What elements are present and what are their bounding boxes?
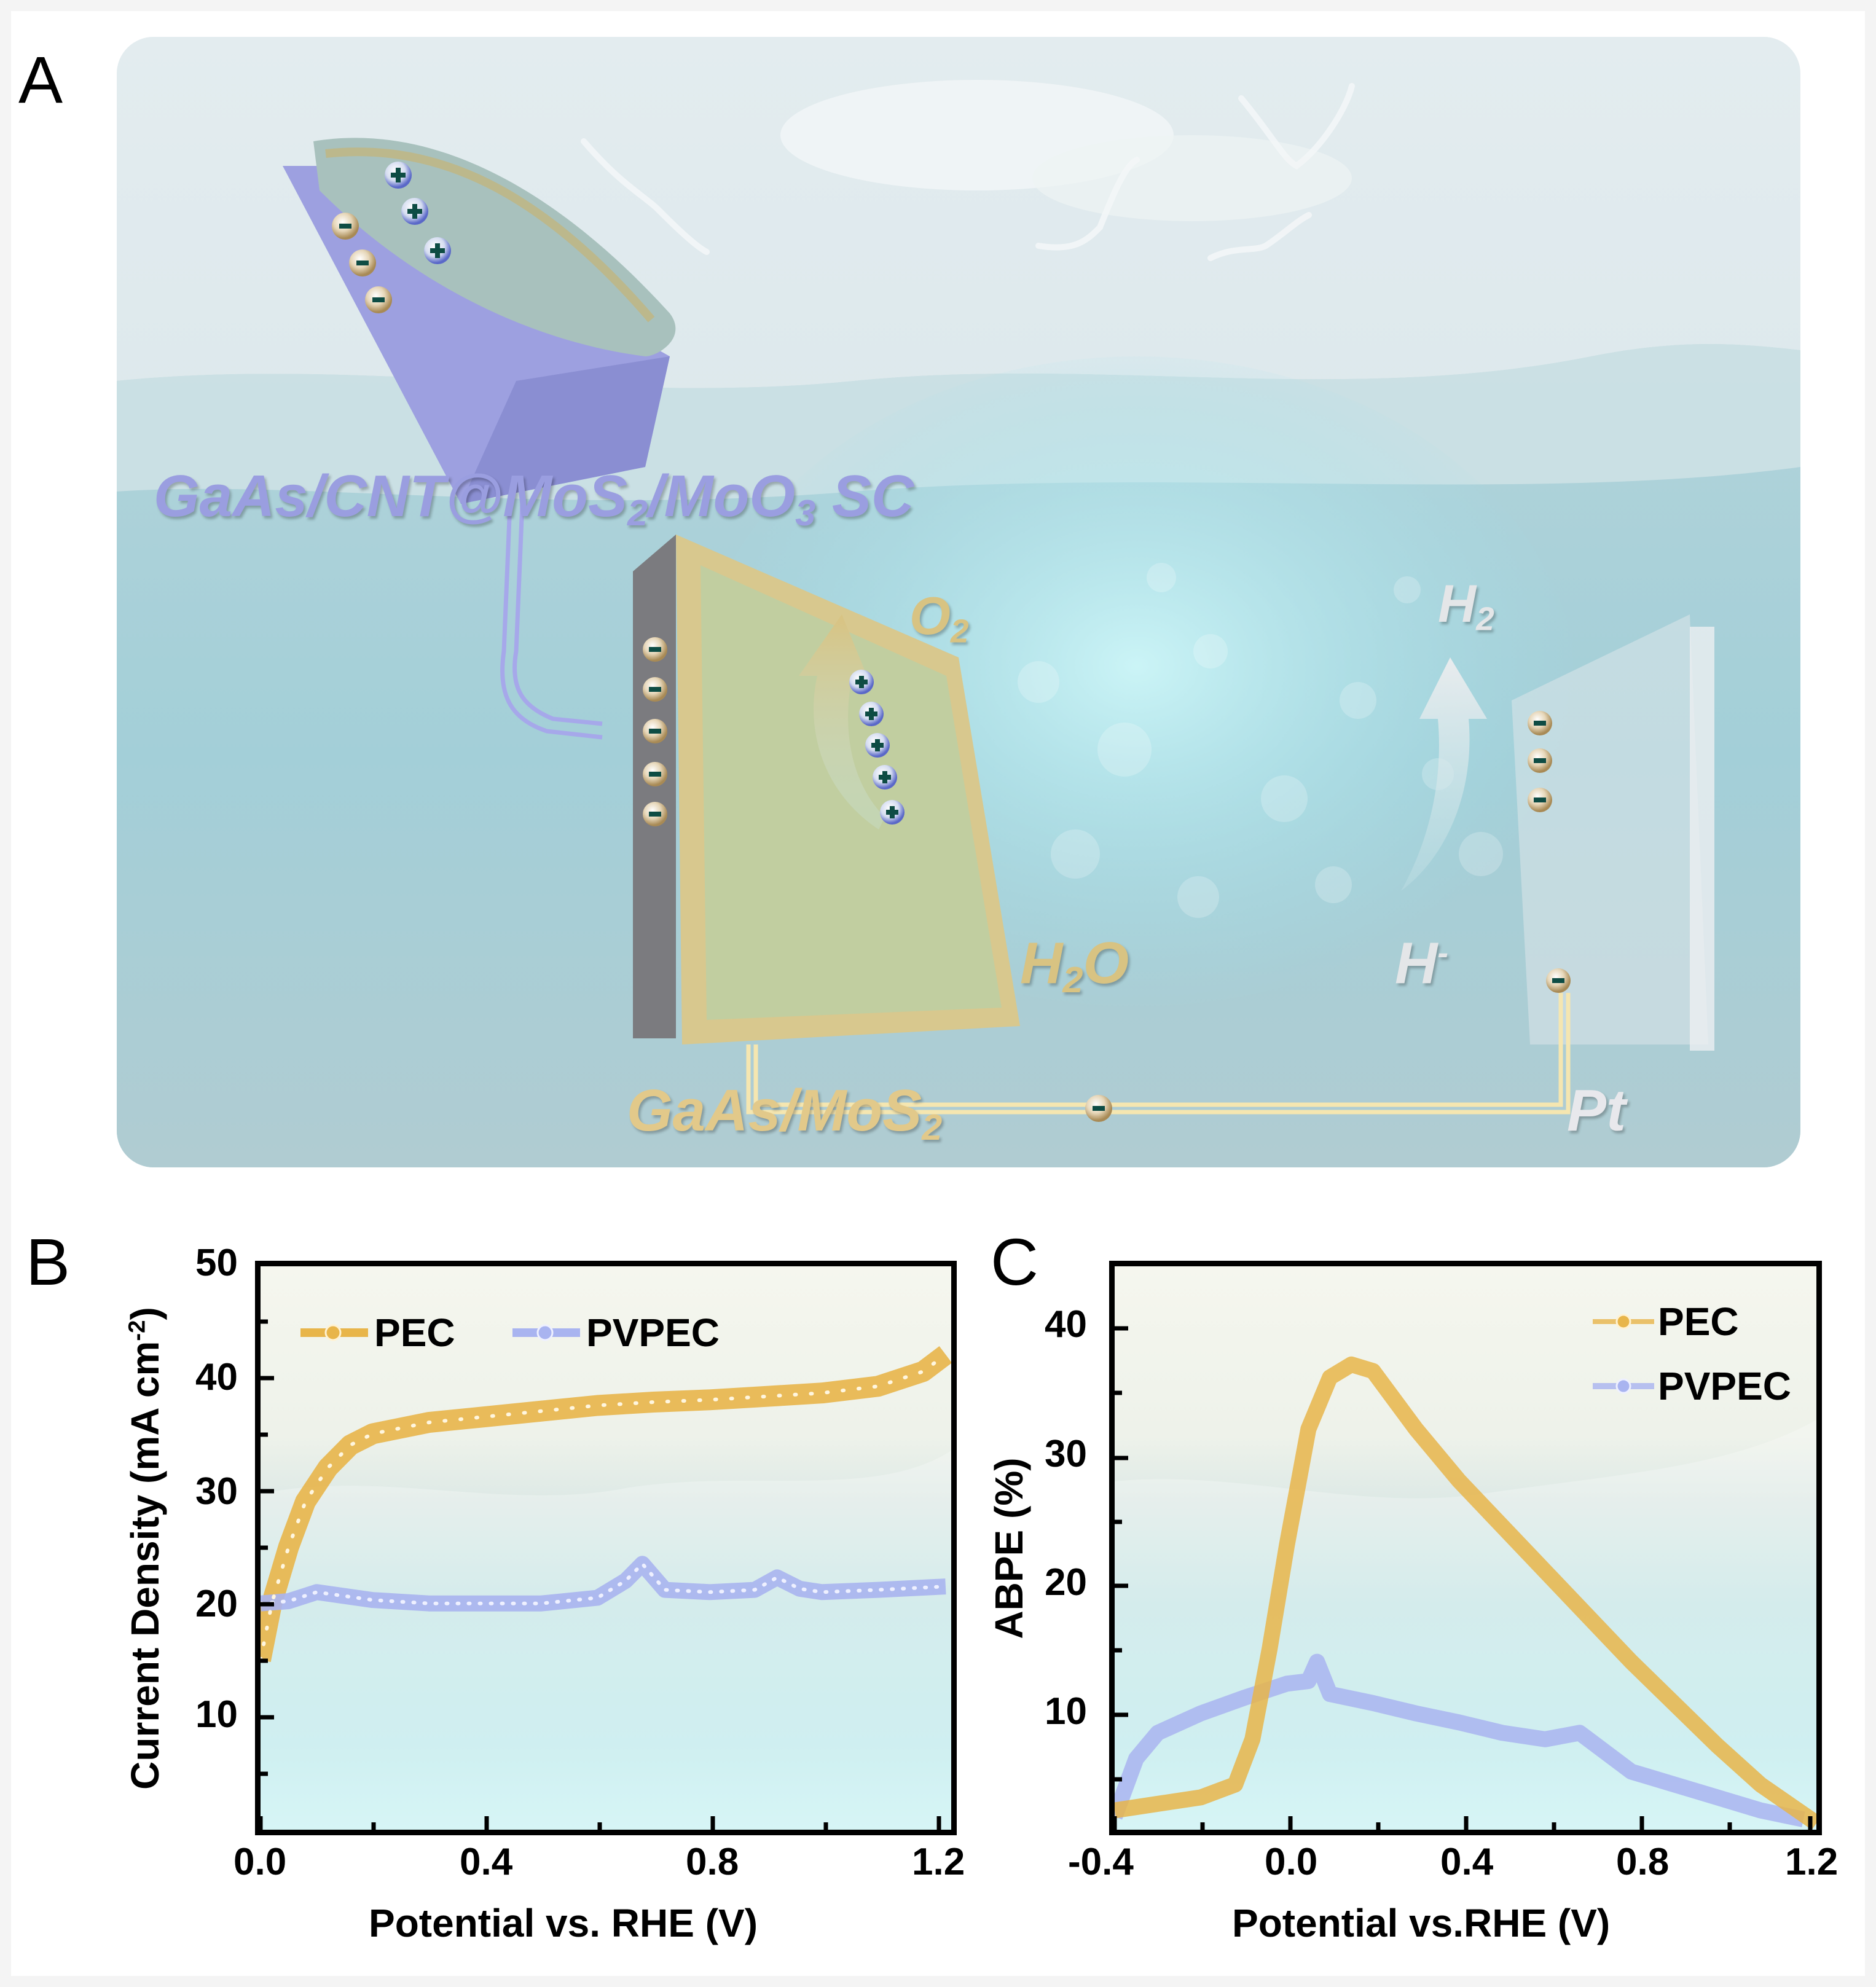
pec-series [1115, 1356, 1816, 1830]
solar-cell-label: GaAs/CNT@MoS2/MoO3 SC [154, 463, 914, 533]
schematic-panel: GaAs/CNT@MoS2/MoO3 SC O2 H2 H2O H- GaAs/… [117, 37, 1800, 1167]
chart-c-plot-area: PEC PVPEC [1109, 1261, 1822, 1835]
c-y-axis-title: ABPE (%) [987, 1457, 1031, 1639]
c-ytick-20: 20 [1045, 1561, 1087, 1604]
b-ytick-30: 30 [195, 1470, 238, 1513]
chart-b-plot-area: PEC PVPEC [255, 1261, 957, 1835]
legend-label-pvpec: PVPEC [586, 1311, 720, 1355]
b-ytick-40: 40 [195, 1356, 238, 1398]
chart-c-lines [1115, 1314, 1816, 1830]
legend-label-pvpec: PVPEC [1658, 1364, 1791, 1408]
b-ytick-10: 10 [195, 1693, 238, 1736]
oxygen-label: O2 [909, 587, 969, 650]
cathode-label: Pt [1567, 1078, 1626, 1143]
b-xtick-0.4: 0.4 [460, 1841, 513, 1883]
c-ytick-10: 10 [1045, 1690, 1087, 1733]
b-ytick-20: 20 [195, 1583, 238, 1625]
ocean-scene-illustration [117, 37, 1800, 1167]
pvpec-series [1115, 1653, 1805, 1827]
panel-label-b: B [26, 1225, 71, 1299]
bubbles [1018, 563, 1503, 918]
b-ytick-50: 50 [195, 1242, 238, 1284]
b-xtick-0.0: 0.0 [234, 1841, 287, 1883]
pec-series [261, 1346, 951, 1663]
hydride-label: H- [1395, 930, 1448, 996]
oxygen-evolution-arrow [799, 614, 885, 829]
c-xtick--0.4: -0.4 [1068, 1841, 1134, 1883]
b-xtick-1.2: 1.2 [912, 1841, 965, 1883]
b-y-axis-title: Current Density (mA cm-2) [123, 1307, 167, 1790]
external-wire [753, 993, 1563, 1107]
chart-b-lines [261, 1319, 951, 1830]
photoanode-label: GaAs/MoS2 [627, 1078, 943, 1148]
hydrogen-label: H2 [1438, 574, 1494, 638]
solar-cell-block [283, 138, 676, 504]
c-ytick-30: 30 [1045, 1433, 1087, 1475]
charge-glyphs-sc [339, 168, 445, 302]
c-xtick-0.0: 0.0 [1265, 1841, 1318, 1883]
b-xtick-0.8: 0.8 [686, 1841, 739, 1883]
chart-c-legend [1593, 1314, 1654, 1394]
panel-label-a: A [18, 42, 63, 117]
hydrogen-evolution-arrow [1401, 657, 1487, 891]
b-x-axis-title: Potential vs. RHE (V) [369, 1901, 758, 1945]
legend-label-pec: PEC [374, 1311, 455, 1355]
seagull-icons [581, 83, 1355, 261]
c-xtick-1.2: 1.2 [1785, 1841, 1839, 1883]
panel-label-c: C [991, 1225, 1038, 1299]
water-label: H2O [1020, 930, 1129, 1000]
chart-b-legend [300, 1324, 580, 1341]
c-xtick-0.8: 0.8 [1616, 1841, 1670, 1883]
legend-label-pec: PEC [1658, 1299, 1739, 1344]
c-xtick-0.4: 0.4 [1440, 1841, 1494, 1883]
pt-cathode-block [1512, 614, 1714, 1051]
c-ytick-40: 40 [1045, 1303, 1087, 1346]
c-x-axis-title: Potential vs.RHE (V) [1232, 1901, 1611, 1945]
